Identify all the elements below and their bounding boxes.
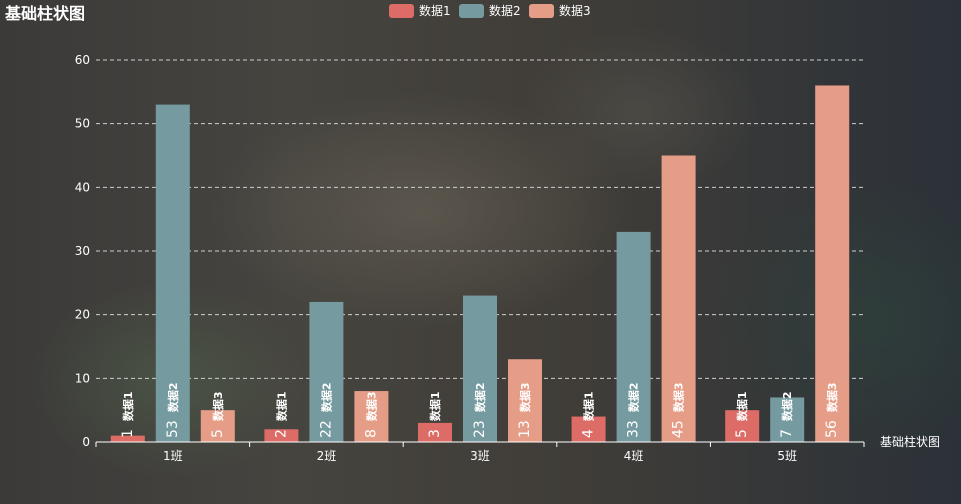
bar[interactable] (571, 416, 606, 442)
y-tick-label: 20 (75, 308, 90, 322)
bar-value: 23 (472, 420, 488, 438)
bar[interactable] (770, 397, 805, 442)
x-tick-label: 2班 (317, 449, 337, 463)
legend-label[interactable]: 数据3 (559, 3, 591, 18)
y-tick-label: 40 (75, 180, 90, 194)
y-axis-ticks: 0 10 20 30 40 50 60 (75, 53, 90, 449)
bar-series-name: 数据1 (120, 391, 134, 421)
bar-value: 5 (734, 429, 750, 438)
bar[interactable] (508, 359, 542, 442)
bar-data-label: 33数据2 (626, 383, 642, 438)
chart-title: 基础柱状图 (4, 4, 85, 23)
x-tick-label: 3班 (470, 449, 490, 463)
x-tick-label: 5班 (777, 449, 797, 463)
bar[interactable] (815, 85, 850, 442)
bar[interactable] (616, 231, 651, 442)
bar[interactable] (155, 104, 190, 443)
x-axis-name: 基础柱状图 (880, 434, 940, 449)
x-tick-label: 1班 (163, 449, 183, 463)
bar-value: 8 (363, 429, 379, 438)
legend-label[interactable]: 数据1 (419, 3, 451, 18)
bar-series-name: 数据1 (274, 391, 288, 421)
bar-data-label: 4 数据1 (581, 391, 597, 438)
y-tick-label: 10 (75, 371, 90, 385)
grid-lines (96, 59, 864, 379)
bar-series-name: 数据3 (671, 383, 685, 413)
bar-series: 1数据153数据25数据32数据122数据28数据33数据123数据213数据3… (110, 85, 850, 443)
bar-data-label: 56数据3 (824, 383, 840, 438)
bar-series-name: 数据1 (735, 391, 749, 421)
bar-value: 33 (626, 420, 642, 438)
bar-value: 2 (273, 429, 289, 438)
bar[interactable] (463, 295, 497, 442)
y-tick-label: 60 (75, 53, 90, 67)
y-tick-label: 0 (82, 435, 90, 449)
bar-series-name: 数据1 (428, 391, 442, 421)
bar-data-label: 13数据3 (517, 383, 533, 438)
bar-value: 45 (671, 420, 687, 438)
x-tick-label: 4班 (624, 449, 644, 463)
bar-series-name: 数据1 (581, 391, 595, 421)
bar-series-name: 数据2 (626, 383, 640, 413)
bar-data-label: 8 数据3 (363, 391, 379, 438)
bar-data-label: 23数据2 (472, 383, 488, 438)
bar-value: 5 (210, 429, 226, 438)
bar-value: 53 (165, 420, 181, 438)
bar-data-label: 5 数据1 (734, 391, 750, 438)
bar-data-label: 53数据2 (165, 383, 181, 438)
bar[interactable] (354, 391, 389, 442)
bar-data-label: 45数据3 (671, 383, 687, 438)
legend-swatch[interactable] (529, 4, 554, 18)
bar-series-name: 数据2 (780, 391, 794, 421)
legend[interactable]: 数据1 数据2 数据3 (389, 3, 591, 18)
bar-series-name: 数据2 (473, 383, 487, 413)
bar-data-label: 5 数据3 (210, 391, 226, 438)
bar-series-name: 数据3 (825, 383, 839, 413)
bar-value: 3 (427, 429, 443, 438)
y-tick-label: 30 (75, 244, 90, 258)
bar[interactable] (110, 435, 145, 442)
bar[interactable] (661, 155, 696, 443)
bar-data-label: 22数据2 (318, 383, 334, 438)
bar-value: 1 (120, 429, 136, 438)
bar-data-label: 3 数据1 (427, 391, 443, 438)
legend-swatch[interactable] (459, 4, 484, 18)
bar-data-label: 1 数据1 (120, 391, 136, 438)
bar-value: 56 (824, 420, 840, 438)
bar[interactable] (264, 429, 299, 442)
bar-value: 4 (581, 429, 597, 438)
legend-swatch[interactable] (389, 4, 414, 18)
bar-series-name: 数据2 (319, 383, 333, 413)
bar[interactable] (418, 422, 452, 442)
bar-value: 22 (318, 420, 334, 438)
bar-series-name: 数据2 (165, 383, 179, 413)
x-axis: 1班 2班 3班 4班 5班 (95, 441, 865, 463)
legend-label[interactable]: 数据2 (489, 3, 521, 18)
bar[interactable] (725, 410, 760, 442)
bar-data-label: 2 数据1 (273, 391, 289, 438)
bar[interactable] (200, 410, 235, 442)
y-tick-label: 50 (75, 117, 90, 131)
bar-series-name: 数据3 (364, 391, 378, 421)
bar-value: 13 (517, 420, 533, 438)
bar[interactable] (309, 301, 344, 442)
bar-value: 7 (779, 429, 795, 438)
bar-data-label: 7 数据2 (779, 391, 795, 438)
bar-series-name: 数据3 (518, 383, 532, 413)
bar-series-name: 数据3 (210, 391, 224, 421)
